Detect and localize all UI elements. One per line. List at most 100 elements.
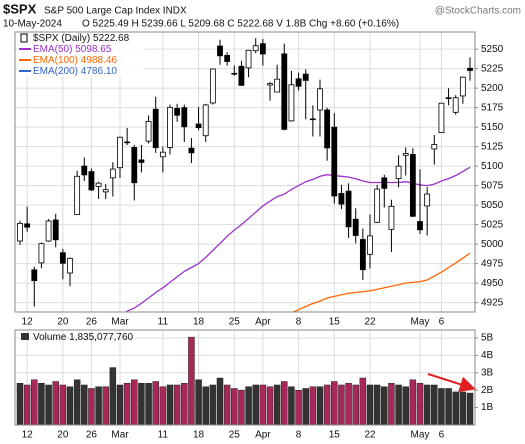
volume-bar [59,384,67,426]
volume-bar [216,377,224,426]
volume-bar [138,382,145,426]
candle-body [252,45,259,52]
x-tick-label: Mar [111,317,129,328]
candle-body [117,136,123,169]
volume-bar [252,384,259,426]
candle-body [74,175,81,215]
y-tick-label: 4925 [481,297,504,308]
x-tick-label: May [411,430,430,441]
x-tick-label: 8 [296,317,302,328]
y-tick-label: 5100 [481,161,504,172]
candle-body [259,43,266,55]
volume-bar [331,381,338,426]
candle-body [302,73,309,81]
volume-bar [102,386,109,426]
x-tick-label: 22 [364,317,376,328]
volume-bar [66,386,74,426]
x-tick-label: Apr [255,317,271,328]
volume-bar [16,382,24,426]
volume-bar [38,382,45,426]
candle-body [59,252,66,264]
legend-name: EMA(100) [33,55,78,66]
candle-body [159,151,166,158]
volume-bar [438,388,445,426]
candle-body [124,141,131,144]
candle-body [138,159,145,163]
volume-bar [388,382,395,426]
source: @StockCharts.com [435,6,521,17]
volume-bar [445,388,452,426]
x-tick-label: 6 [439,430,445,441]
candle-body [281,53,288,130]
y-tick-label: 5125 [481,141,504,152]
candle-body [445,97,452,99]
y-tick-label: 5075 [481,180,504,191]
candle-body [145,120,152,142]
candle-body [181,107,188,128]
y-tick-label: 4975 [481,258,504,269]
y-tick-label: 5150 [481,122,504,133]
volume-bar [145,382,152,426]
candle-body [238,65,245,86]
volume-bar [45,384,52,426]
candle-body [231,72,238,75]
y-tick-label: 5175 [481,102,504,113]
y-tick-label: 5000 [481,239,504,250]
quote: O 5225.49 H 5239.66 L 5209.68 C 5222.68 … [82,19,399,30]
legend-entry: EMA(200) 4786.10 [33,66,117,77]
volume-bar [431,384,438,426]
volume-bar [266,386,274,426]
volume-bar [95,386,102,426]
candle-body [17,222,23,242]
candle-body [24,223,31,228]
volume-value: 1,835,077,760 [69,332,133,343]
volume-bar [295,389,302,426]
volume-bar [459,391,467,426]
volume-bar [281,381,288,426]
volume-bar [159,386,167,426]
volume-bar [309,386,317,426]
candle-body [459,76,466,97]
x-tick-label: 25 [229,430,241,441]
volume-bar [466,392,474,426]
volume-bar [259,384,267,426]
y-tick-label: 5225 [481,63,504,74]
x-tick-label: 26 [86,430,98,441]
legend-icon [21,333,29,340]
date: 10-May-2024 [3,19,62,30]
volume-bar [273,384,281,426]
candle-body [102,189,109,193]
legend-value: 4786.10 [81,66,118,77]
candle-body [167,107,173,148]
candle-body [109,168,116,179]
x-tick-label: Apr [255,430,271,441]
candle-body [295,78,302,87]
legend-value: 5098.65 [75,44,112,55]
legend-box [17,33,145,77]
annotation-arrow [427,373,476,392]
price-panel: 4925 4950 4975 5000 5025 5050 5075 5100 5125 5150… [14,31,504,328]
volume-bar [452,391,459,426]
candle-body [217,45,223,57]
legend-value: 4988.46 [81,55,118,66]
candle-body [402,153,409,156]
volume-bar [173,384,181,426]
y-tick-label: 5B [481,333,494,344]
volume-panel: 1B 2B 3B 4B 5B 12 20 26 Mar 11 18 25 Apr 8 15 22 May 6 Vol… [14,329,494,441]
x-tick-label: 11 [158,317,169,328]
volume-title: Volume 1,835,077,760 [33,332,134,343]
volume-bar [123,382,131,426]
candle-body [309,118,316,121]
volume-bar [345,382,352,426]
candle-body [202,104,209,137]
y-tick-label: 5025 [481,219,504,230]
volume-bar [395,384,402,426]
volume-bar [223,384,231,426]
x-tick-label: 8 [296,430,302,441]
volume-bar [231,388,238,426]
candle-body [288,84,295,122]
legend-name: $SPX (Daily) [33,33,90,44]
candle-body [388,205,395,230]
